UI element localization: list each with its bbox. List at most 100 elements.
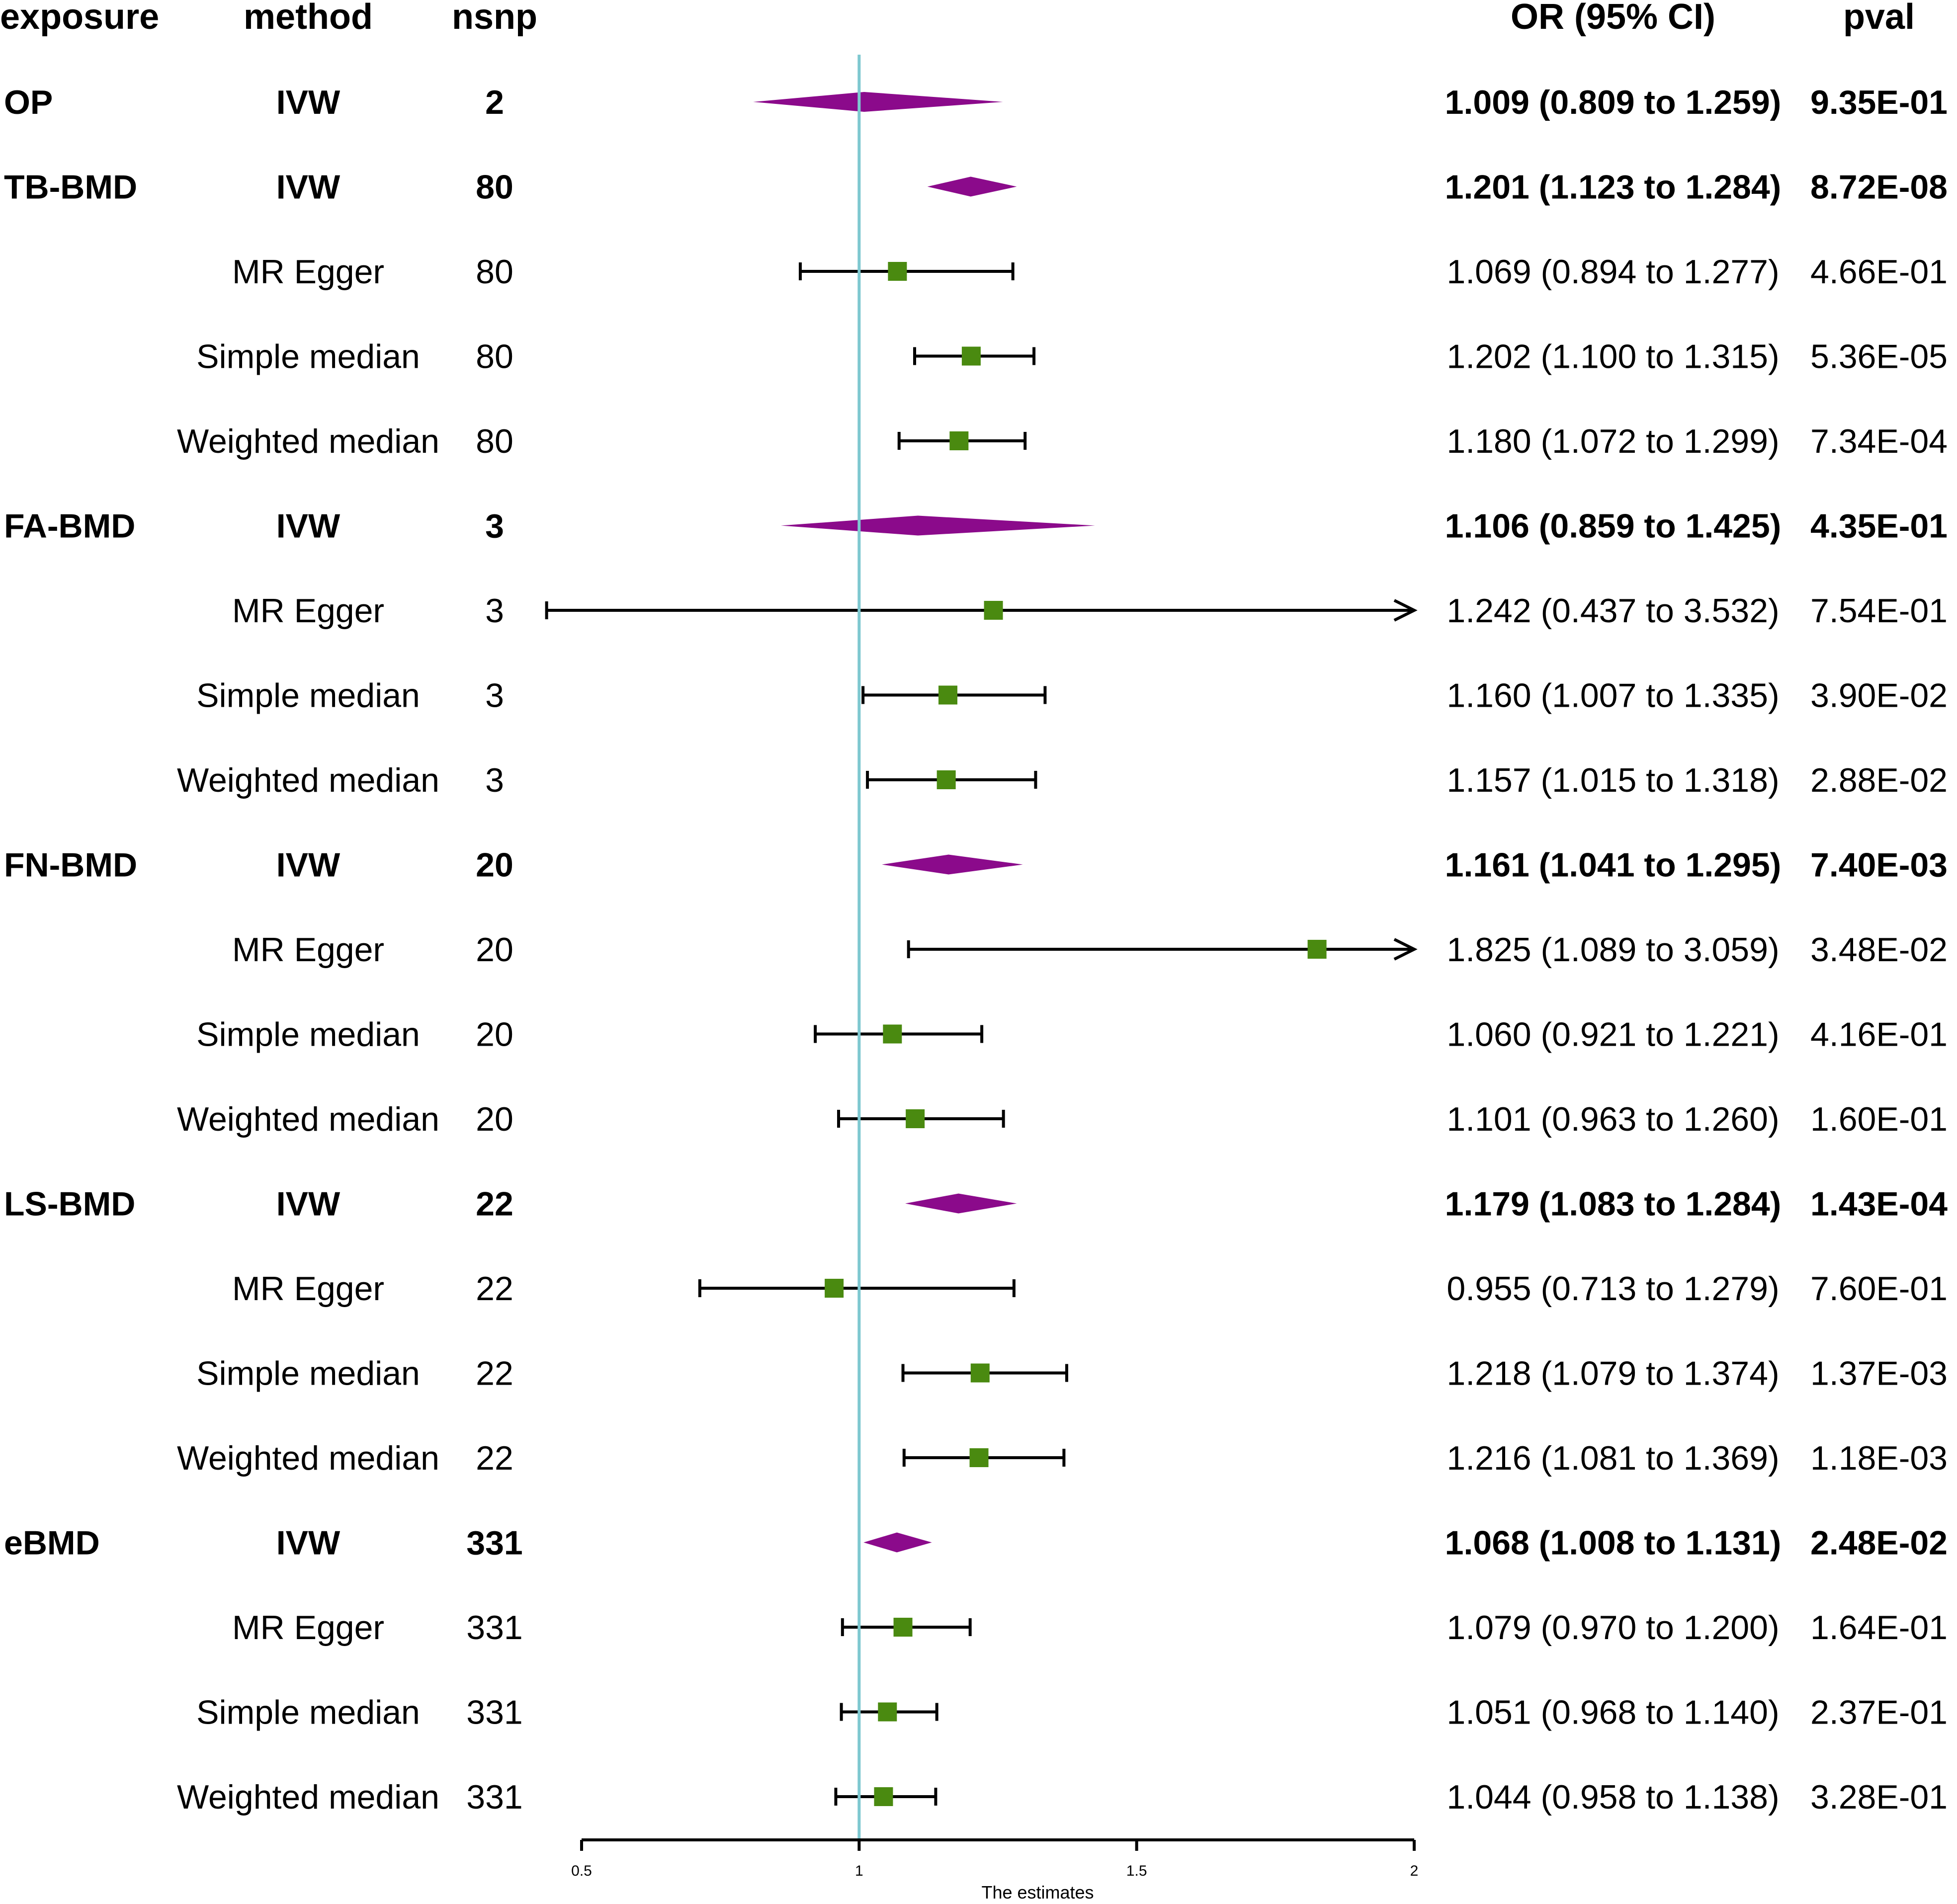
forest-row: Simple median 331 1.051 (0.968 to 1.140) 2.…	[196, 1694, 1948, 1732]
header-pval: pval	[1843, 0, 1915, 37]
row-nsnp: 331	[466, 1609, 522, 1647]
row-pval: 7.54E-01	[1810, 592, 1948, 630]
row-pval: 8.72E-08	[1810, 168, 1948, 206]
row-nsnp: 331	[466, 1778, 522, 1816]
row-pval: 1.43E-04	[1810, 1185, 1948, 1223]
row-pval: 7.40E-03	[1810, 846, 1948, 884]
row-nsnp: 80	[476, 422, 513, 460]
row-or-ci: 1.044 (0.958 to 1.138)	[1446, 1778, 1779, 1816]
row-or-ci: 1.242 (0.437 to 3.532)	[1446, 592, 1779, 630]
point-estimate	[961, 346, 981, 366]
row-pval: 1.37E-03	[1810, 1355, 1948, 1393]
row-nsnp: 80	[476, 253, 513, 291]
row-nsnp: 20	[476, 1016, 513, 1054]
row-method: Weighted median	[177, 1100, 439, 1138]
row-or-ci: 1.157 (1.015 to 1.318)	[1446, 761, 1779, 799]
forest-row: MR Egger 22 0.955 (0.713 to 1.279) 7.60E-01	[232, 1270, 1948, 1308]
row-method: Weighted median	[177, 1439, 439, 1477]
forest-row: LS-BMD IVW 22 1.179 (1.083 to 1.284) 1.43E-0…	[4, 1185, 1948, 1223]
row-nsnp: 80	[476, 338, 513, 376]
summary-diamond	[905, 1193, 1017, 1214]
row-method: IVW	[276, 1524, 340, 1562]
point-estimate	[893, 1618, 913, 1637]
row-method: Weighted median	[177, 761, 439, 799]
forest-row: FN-BMD IVW 20 1.161 (1.041 to 1.295) 7.40E-0…	[4, 846, 1948, 884]
row-nsnp: 22	[476, 1439, 513, 1477]
row-pval: 7.60E-01	[1810, 1270, 1948, 1308]
x-tick-label: 1	[855, 1863, 863, 1879]
forest-row: Weighted median 20 1.101 (0.963 to 1.260) 1…	[177, 1100, 1948, 1138]
ci-arrow-right	[1393, 599, 1418, 622]
row-method: IVW	[276, 846, 340, 884]
forest-row: FA-BMD IVW 3 1.106 (0.859 to 1.425) 4.35E-01	[4, 507, 1948, 545]
row-nsnp: 3	[485, 507, 504, 545]
forest-row: MR Egger 331 1.079 (0.970 to 1.200) 1.64E-0…	[232, 1609, 1948, 1647]
row-or-ci: 1.009 (0.809 to 1.259)	[1445, 83, 1782, 121]
row-method: MR Egger	[232, 1609, 384, 1647]
row-exposure: TB-BMD	[4, 168, 137, 206]
forest-row: Simple median 22 1.218 (1.079 to 1.374) 1.3…	[196, 1355, 1948, 1393]
row-pval: 9.35E-01	[1810, 83, 1948, 121]
forest-row: MR Egger 20 1.825 (1.089 to 3.059) 3.48E-02	[232, 931, 1948, 969]
x-tick-label: 0.5	[571, 1863, 592, 1879]
row-nsnp: 22	[476, 1185, 513, 1223]
row-or-ci: 1.825 (1.089 to 3.059)	[1446, 931, 1779, 969]
row-nsnp: 3	[485, 592, 504, 630]
x-tick-label: 1.5	[1126, 1863, 1147, 1879]
x-axis-label: The estimates	[981, 1882, 1094, 1903]
forest-row: Simple median 80 1.202 (1.100 to 1.315) 5.3…	[196, 338, 1948, 376]
row-or-ci: 1.179 (1.083 to 1.284)	[1445, 1185, 1782, 1223]
point-estimate	[969, 1448, 989, 1467]
row-nsnp: 20	[476, 846, 513, 884]
point-estimate	[906, 1109, 925, 1128]
row-method: Simple median	[196, 1016, 420, 1054]
row-pval: 3.90E-02	[1810, 677, 1948, 715]
point-estimate	[949, 431, 969, 450]
row-or-ci: 1.101 (0.963 to 1.260)	[1446, 1100, 1779, 1138]
row-pval: 5.36E-05	[1810, 338, 1948, 376]
x-axis: 0.5 1 1.5 2	[571, 1838, 1419, 1879]
column-headers: exposure method nsnp OR (95% CI) pval	[0, 0, 1915, 37]
forest-row: Weighted median 3 1.157 (1.015 to 1.318) 2.…	[177, 761, 1948, 799]
row-method: MR Egger	[232, 253, 384, 291]
row-or-ci: 0.955 (0.713 to 1.279)	[1446, 1270, 1779, 1308]
summary-diamond	[753, 92, 1003, 112]
row-method: Simple median	[196, 1694, 420, 1732]
row-or-ci: 1.060 (0.921 to 1.221)	[1446, 1016, 1779, 1054]
row-method: Simple median	[196, 1355, 420, 1393]
summary-diamond	[882, 854, 1023, 875]
row-or-ci: 1.216 (1.081 to 1.369)	[1446, 1439, 1779, 1477]
row-method: IVW	[276, 83, 340, 121]
row-pval: 7.34E-04	[1810, 422, 1948, 460]
row-or-ci: 1.202 (1.100 to 1.315)	[1446, 338, 1779, 376]
header-or-ci: OR (95% CI)	[1511, 0, 1715, 37]
row-nsnp: 22	[476, 1270, 513, 1308]
header-nsnp: nsnp	[452, 0, 537, 37]
point-estimate	[825, 1279, 844, 1298]
row-or-ci: 1.051 (0.968 to 1.140)	[1446, 1694, 1779, 1732]
x-tick-label: 2	[1410, 1863, 1419, 1879]
point-estimate	[938, 685, 957, 705]
row-or-ci: 1.180 (1.072 to 1.299)	[1446, 422, 1779, 460]
forest-row: Weighted median 331 1.044 (0.958 to 1.138)…	[177, 1778, 1948, 1816]
point-estimate	[878, 1702, 897, 1722]
forest-row: Simple median 20 1.060 (0.921 to 1.221) 4.1…	[196, 1016, 1948, 1054]
point-estimate	[883, 1024, 902, 1044]
row-nsnp: 20	[476, 1100, 513, 1138]
forest-row: Weighted median 22 1.216 (1.081 to 1.369) 1…	[177, 1439, 1948, 1477]
row-nsnp: 3	[485, 677, 504, 715]
row-nsnp: 80	[476, 168, 513, 206]
row-nsnp: 331	[466, 1694, 522, 1732]
row-method: Weighted median	[177, 422, 439, 460]
row-method: Weighted median	[177, 1778, 439, 1816]
forest-row: TB-BMD IVW 80 1.201 (1.123 to 1.284) 8.72E-0…	[4, 168, 1948, 206]
row-method: IVW	[276, 1185, 340, 1223]
row-method: IVW	[276, 507, 340, 545]
point-estimate	[1307, 940, 1327, 959]
header-method: method	[244, 0, 373, 37]
row-method: MR Egger	[232, 1270, 384, 1308]
forest-row: Weighted median 80 1.180 (1.072 to 1.299) 7…	[177, 422, 1948, 460]
row-or-ci: 1.069 (0.894 to 1.277)	[1446, 253, 1779, 291]
